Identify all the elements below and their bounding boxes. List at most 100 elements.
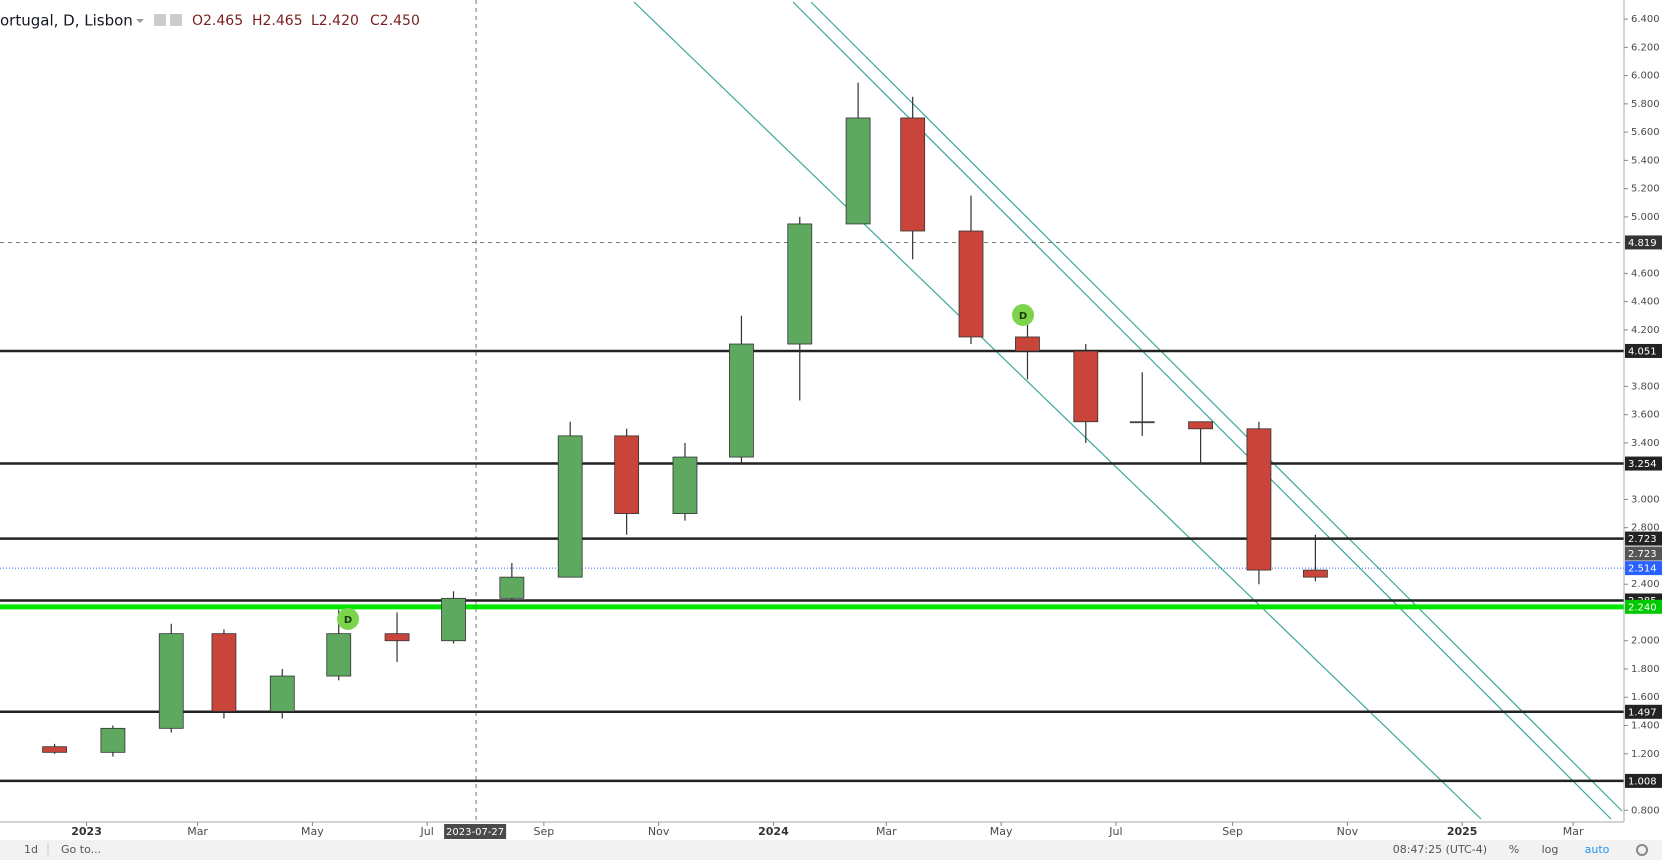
dividend-label: D	[1019, 311, 1027, 322]
price-badge	[1625, 546, 1662, 561]
percent-button[interactable]: %	[1509, 843, 1519, 856]
price-badge	[1625, 773, 1662, 788]
y-tick-label: 5.400	[1631, 155, 1660, 166]
log-button[interactable]: log	[1542, 843, 1559, 856]
x-tick-label: Nov	[648, 825, 670, 838]
x-tick-label: Nov	[1337, 825, 1359, 838]
bottom-toolbar: 1d Go to... 08:47:25 (UTC-4) % log auto	[0, 840, 1662, 860]
candles	[42, 82, 1328, 757]
candle-body	[900, 117, 926, 232]
x-tick-label: Jul	[1108, 825, 1122, 838]
candle-body	[42, 746, 67, 753]
y-tick-label: 1.800	[1631, 664, 1660, 675]
y-tick-label: 2.400	[1631, 579, 1660, 590]
price-badge-label: 1.497	[1628, 707, 1657, 718]
y-tick-label: 5.200	[1631, 184, 1660, 195]
candle-body	[1188, 421, 1213, 430]
x-tick-label: May	[990, 825, 1013, 838]
y-tick-label: 0.800	[1631, 805, 1660, 816]
dividend-label: D	[344, 615, 352, 626]
y-tick-label: 6.400	[1631, 14, 1660, 25]
x-tick-label: 2025	[1447, 825, 1478, 838]
goto-button[interactable]: Go to...	[61, 843, 101, 856]
header-bg	[0, 6, 430, 34]
candle-body	[1302, 569, 1328, 578]
dividend-marker[interactable]	[1012, 304, 1034, 326]
price-badge-label: 1.008	[1628, 776, 1657, 787]
dividend-marker[interactable]	[337, 608, 359, 630]
candle-body	[1129, 421, 1155, 424]
ohlc-close: C2.450	[370, 13, 420, 29]
candle-body	[269, 675, 295, 712]
candle-body	[100, 727, 126, 753]
candle-body	[614, 435, 640, 514]
price-badge-label: 4.819	[1628, 238, 1657, 249]
candle-body	[729, 343, 754, 458]
price-badge	[1625, 343, 1662, 358]
price-badge	[1625, 704, 1662, 719]
price-badge	[1625, 456, 1662, 471]
dropdown-icon[interactable]	[136, 19, 144, 23]
date-badge-label: 2023-07-27	[446, 827, 504, 838]
y-tick-label: 4.600	[1631, 268, 1660, 279]
candle-body	[326, 633, 352, 677]
trend-line[interactable]	[810, 1, 1623, 812]
price-badge	[1625, 235, 1662, 250]
candle-body	[1246, 428, 1272, 571]
price-badge-label: 4.051	[1628, 346, 1657, 357]
y-tick-label: 6.000	[1631, 71, 1660, 82]
y-tick-label: 6.200	[1631, 42, 1660, 53]
candle-body	[958, 230, 984, 338]
clock: 08:47:25 (UTC-4)	[1393, 843, 1487, 856]
candle-body	[672, 456, 698, 514]
y-tick-label: 1.600	[1631, 692, 1660, 703]
interval-button[interactable]: 1d	[24, 843, 38, 856]
trend-line[interactable]	[633, 1, 1482, 820]
x-tick-label: Mar	[187, 825, 208, 838]
candle-body	[158, 633, 184, 729]
symbol-title[interactable]: ortugal, D, Lisbon	[0, 12, 133, 30]
y-tick-label: 5.600	[1631, 127, 1660, 138]
date-badge	[444, 824, 507, 839]
trend-line[interactable]	[792, 1, 1612, 820]
y-tick-label: 3.600	[1631, 410, 1660, 421]
candle-body	[441, 597, 466, 642]
price-badge-label: 2.723	[1628, 549, 1657, 560]
y-tick-label: 3.800	[1631, 381, 1660, 392]
toolbar-bg	[0, 840, 1662, 860]
candle-body	[211, 633, 237, 712]
x-tick-label: Jul	[420, 825, 434, 838]
dividend-markers: D D	[337, 304, 1034, 630]
y-tick-label: 1.200	[1631, 749, 1660, 760]
y-tick-label: 4.200	[1631, 325, 1660, 336]
y-tick-label: 1.400	[1631, 721, 1660, 732]
candle-body	[557, 435, 583, 578]
candle-body	[787, 223, 813, 345]
settings-gear[interactable]	[1636, 844, 1648, 856]
x-tick-label: Mar	[1563, 825, 1584, 838]
x-tick-label: Sep	[533, 825, 554, 838]
settings-icon[interactable]	[170, 14, 182, 26]
x-tick-label: 2023	[71, 825, 102, 838]
candle-body	[384, 633, 410, 642]
y-tick-label: 5.800	[1631, 99, 1660, 110]
candle-body	[845, 117, 871, 225]
candle-body	[499, 576, 525, 599]
auto-button[interactable]: auto	[1585, 843, 1610, 856]
ohlc-open: O2.465	[192, 13, 243, 29]
y-tick-label: 5.000	[1631, 212, 1660, 223]
price-badge	[1625, 599, 1662, 614]
y-tick-label: 4.400	[1631, 297, 1660, 308]
ohlc-high: H2.465	[252, 13, 303, 29]
price-badge	[1625, 561, 1662, 576]
price-badge-label: 2.240	[1628, 602, 1657, 613]
y-tick-label: 3.000	[1631, 494, 1660, 505]
eye-icon[interactable]	[154, 14, 166, 26]
levels	[0, 0, 1624, 822]
x-tick-label: May	[301, 825, 324, 838]
x-tick-label: 2024	[758, 825, 789, 838]
y-tick-label: 2.800	[1631, 523, 1660, 534]
axes: 0.800 1.200 1.400 1.600 1.800 2.000 2.400 2.800…	[0, 0, 1662, 839]
